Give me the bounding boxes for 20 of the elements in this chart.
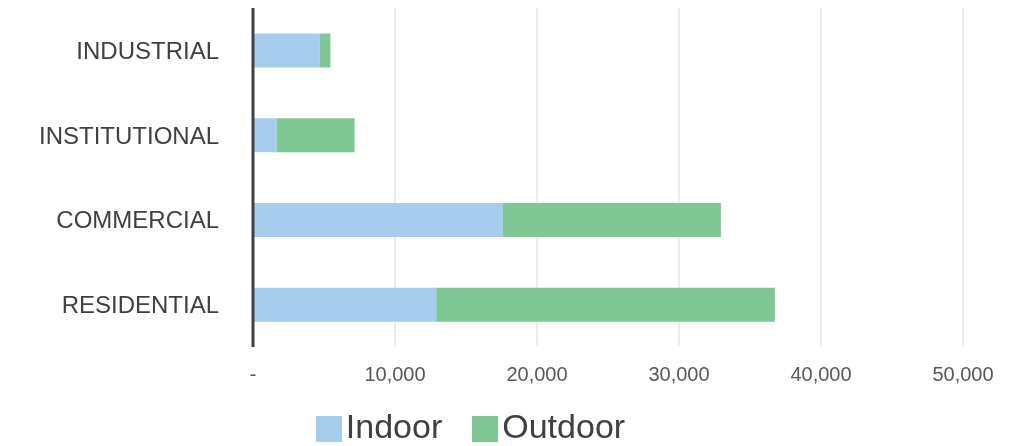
bar	[253, 202, 503, 237]
bar	[276, 118, 355, 153]
y-tick-label: COMMERCIAL	[56, 206, 219, 234]
legend-label: Outdoor	[502, 407, 626, 445]
y-tick-label: INDUSTRIAL	[76, 36, 219, 64]
bar	[436, 287, 775, 322]
bar	[502, 202, 721, 237]
y-tick-label: RESIDENTIAL	[61, 291, 219, 319]
x-tick-label: 20,000	[506, 363, 568, 386]
x-tick-label: 40,000	[790, 363, 852, 386]
y-tick-label: INSTITUTIONAL	[38, 121, 219, 149]
bar	[253, 118, 277, 153]
x-tick-label: 30,000	[648, 363, 710, 386]
bar	[319, 33, 331, 68]
x-tick-label: -	[249, 363, 257, 386]
legend-label: Indoor	[345, 407, 443, 445]
bar	[253, 33, 320, 68]
x-tick-label: 10,000	[364, 363, 426, 386]
x-tick-label: 50,000	[932, 363, 994, 386]
bar	[253, 287, 437, 322]
